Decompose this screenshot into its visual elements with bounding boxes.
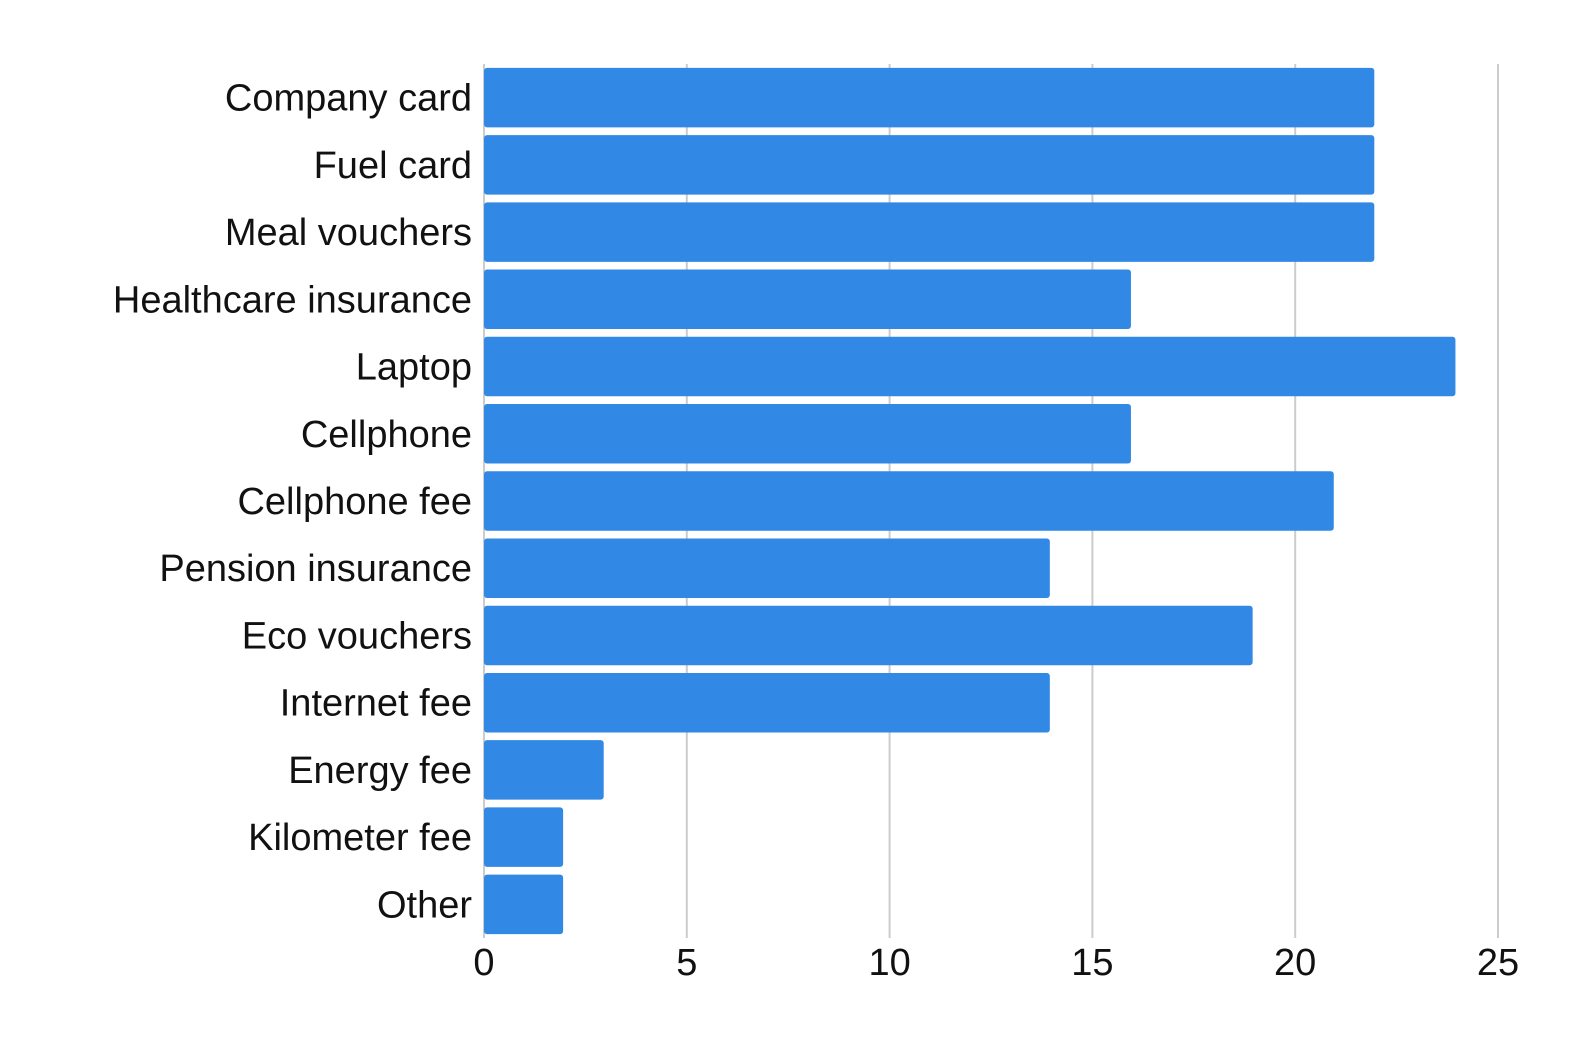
x-tick-label-2: 10 xyxy=(868,942,910,984)
category-label-3: Healthcare insurance xyxy=(113,279,472,321)
bar-10 xyxy=(484,740,604,800)
bar-8 xyxy=(484,605,1253,666)
category-label-8: Eco vouchers xyxy=(242,615,472,657)
bar-2 xyxy=(484,202,1375,262)
bar-3 xyxy=(484,269,1131,330)
bar-7 xyxy=(484,538,1050,598)
category-label-0: Company card xyxy=(225,78,472,120)
category-label-9: Internet fee xyxy=(280,683,472,725)
bar-12 xyxy=(484,874,564,935)
category-label-7: Pension insurance xyxy=(159,548,472,590)
bar-5 xyxy=(484,404,1131,464)
x-tick-label-5: 25 xyxy=(1477,942,1519,984)
x-tick-label-1: 5 xyxy=(676,942,697,984)
category-label-11: Kilometer fee xyxy=(248,817,472,859)
category-label-2: Meal vouchers xyxy=(225,212,472,254)
bar-1 xyxy=(484,135,1375,195)
category-label-1: Fuel card xyxy=(314,145,472,187)
bar-4 xyxy=(484,336,1456,397)
x-tick-label-4: 20 xyxy=(1274,942,1316,984)
bar-0 xyxy=(484,67,1375,128)
category-label-4: Laptop xyxy=(356,347,472,389)
category-label-5: Cellphone xyxy=(301,414,472,456)
bar-11 xyxy=(484,807,564,867)
category-labels: Company card Fuel card Meal vouchers Health… xyxy=(113,78,472,927)
x-tick-label-0: 0 xyxy=(473,942,494,984)
bar-9 xyxy=(484,672,1050,733)
x-tick-label-3: 15 xyxy=(1071,942,1113,984)
bars xyxy=(484,67,1456,935)
x-tick-labels: 0 5 10 15 20 25 xyxy=(473,942,1519,984)
category-label-12: Other xyxy=(377,884,472,926)
category-label-10: Energy fee xyxy=(288,750,472,792)
category-label-6: Cellphone fee xyxy=(237,481,472,523)
bar-6 xyxy=(484,471,1334,531)
